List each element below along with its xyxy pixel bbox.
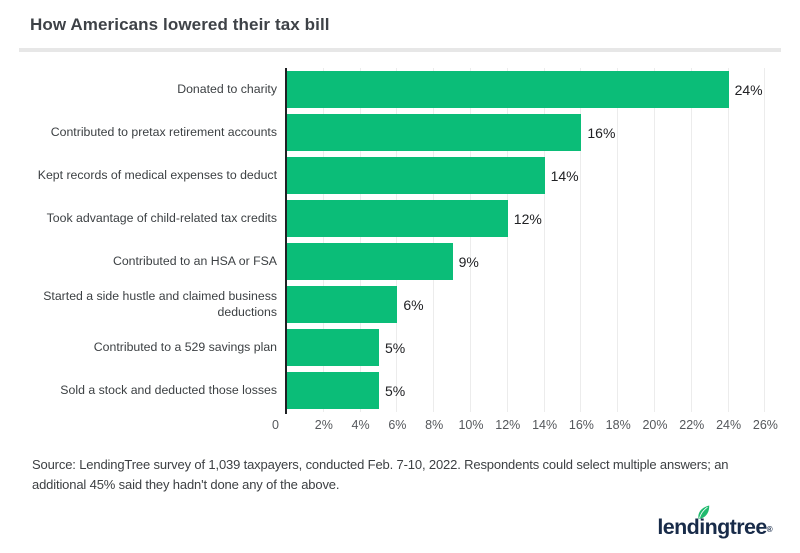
x-tick-label: 2% [314,418,333,432]
chart-row: Sold a stock and deducted those losses 5% [30,369,778,412]
title-divider [19,48,781,52]
gridline [654,68,655,412]
gridline [727,68,729,412]
bar-track: 12% [285,197,778,240]
x-tick-label: 20% [642,418,668,432]
bar [287,372,379,409]
gridline [433,68,435,412]
gridline [396,68,398,412]
x-tick-label: 22% [679,418,705,432]
x-tick-label: 0 [272,418,279,432]
value-label: 6% [403,296,424,313]
bar [287,71,729,108]
gridline [322,68,324,412]
bar [287,157,545,194]
chart-row: Contributed to a 529 savings plan 5% [30,326,778,369]
category-label: Kept records of medical expenses to dedu… [37,167,277,182]
chart-title: How Americans lowered their tax bill [30,15,330,34]
category-label: Contributed to an HSA or FSA [112,253,277,268]
bar-chart: Donated to charity 24% Contributed to pret… [30,68,778,438]
bar-track: 6% [285,283,778,326]
bar-track: 9% [285,240,778,283]
category-label: Contributed to a 529 savings plan [93,339,277,354]
x-tick-label: 4% [351,418,370,432]
gridlines [287,68,778,412]
source-note: Source: LendingTree survey of 1,039 taxp… [32,457,729,492]
value-label: 12% [513,210,542,227]
x-axis-ticks: 0 2% 4% 6% 8% 10% 12% 14% 16% 18% 20% 22% 24% 26% [30,412,778,438]
gridline [764,68,766,412]
category-label: Sold a stock and deducted those losses [60,382,277,397]
bar-track: 5% [285,326,778,369]
gridline [617,68,619,412]
value-label: 9% [458,253,479,270]
bar [287,329,379,366]
gridline [690,68,692,412]
gridline [506,68,508,412]
category-label: Donated to charity [177,81,277,96]
y-axis-line [285,68,287,414]
chart-row: Started a side hustle and claimed busine… [30,283,778,326]
bar-track: 16% [285,111,778,154]
value-label: 5% [385,382,406,399]
x-tick-label: 14% [532,418,558,432]
bar-track: 5% [285,369,778,412]
leaf-icon [698,505,710,520]
gridline [359,68,361,412]
bar [287,243,453,280]
chart-row: Kept records of medical expenses to dedu… [30,154,778,197]
value-label: 5% [385,339,406,356]
gridline [470,68,471,412]
chart-row: Contributed to pretax retirement account… [30,111,778,154]
chart-rows: Donated to charity 24% Contributed to pret… [30,68,778,412]
value-label: 14% [550,167,579,184]
lendingtree-logo: lendingtree® [657,505,773,540]
x-tick-label: 10% [458,418,484,432]
gridline [543,68,545,412]
gridline [580,68,582,412]
category-label: Started a side hustle and claimed busine… [43,288,277,319]
logo-wordmark: lendingtree® [657,505,773,540]
value-label: 16% [587,124,616,141]
logo-text: lendingtree [657,515,767,540]
registered-mark: ® [766,525,773,535]
x-tick-label: 6% [388,418,407,432]
bar [287,200,508,237]
x-tick-label: 18% [605,418,631,432]
chart-row: Took advantage of child-related tax cred… [30,197,778,240]
bar-track: 24% [285,68,778,111]
bar [287,114,582,151]
x-tick-label: 8% [425,418,444,432]
x-tick-label: 26% [752,418,778,432]
x-tick-label: 24% [716,418,742,432]
category-label: Took advantage of child-related tax cred… [46,210,277,225]
value-label: 24% [734,81,763,98]
x-tick-label: 12% [495,418,521,432]
x-tick-label: 16% [568,418,594,432]
bar [287,286,398,323]
chart-row: Donated to charity 24% [30,68,778,111]
bar-track: 14% [285,154,778,197]
chart-row: Contributed to an HSA or FSA 9% [30,240,778,283]
category-label: Contributed to pretax retirement account… [50,124,277,139]
